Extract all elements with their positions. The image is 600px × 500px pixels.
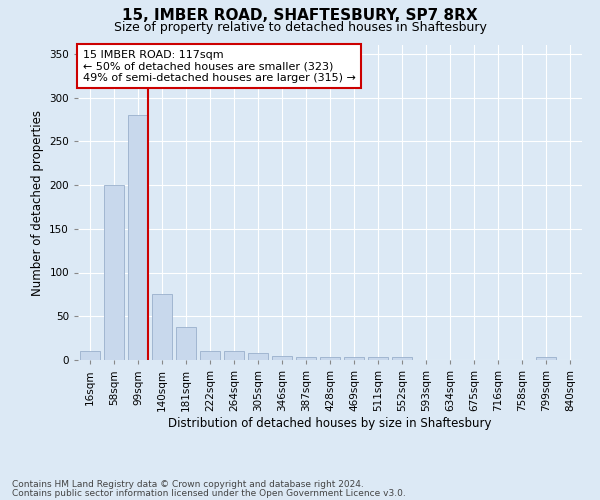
Y-axis label: Number of detached properties: Number of detached properties bbox=[31, 110, 44, 296]
Bar bbox=[80, 351, 100, 360]
Bar bbox=[200, 351, 220, 360]
Text: Size of property relative to detached houses in Shaftesbury: Size of property relative to detached ho… bbox=[113, 21, 487, 34]
Bar bbox=[392, 358, 412, 360]
Bar bbox=[344, 358, 364, 360]
Bar bbox=[104, 185, 124, 360]
Bar bbox=[320, 358, 340, 360]
Bar bbox=[272, 356, 292, 360]
Bar bbox=[128, 115, 148, 360]
Text: Contains public sector information licensed under the Open Government Licence v3: Contains public sector information licen… bbox=[12, 488, 406, 498]
Text: Contains HM Land Registry data © Crown copyright and database right 2024.: Contains HM Land Registry data © Crown c… bbox=[12, 480, 364, 489]
Text: 15, IMBER ROAD, SHAFTESBURY, SP7 8RX: 15, IMBER ROAD, SHAFTESBURY, SP7 8RX bbox=[122, 8, 478, 22]
Bar bbox=[152, 294, 172, 360]
Bar bbox=[368, 358, 388, 360]
Bar bbox=[176, 327, 196, 360]
Bar bbox=[536, 358, 556, 360]
X-axis label: Distribution of detached houses by size in Shaftesbury: Distribution of detached houses by size … bbox=[168, 416, 492, 430]
Bar bbox=[248, 353, 268, 360]
Bar bbox=[224, 351, 244, 360]
Bar bbox=[296, 358, 316, 360]
Text: 15 IMBER ROAD: 117sqm
← 50% of detached houses are smaller (323)
49% of semi-det: 15 IMBER ROAD: 117sqm ← 50% of detached … bbox=[83, 50, 356, 83]
